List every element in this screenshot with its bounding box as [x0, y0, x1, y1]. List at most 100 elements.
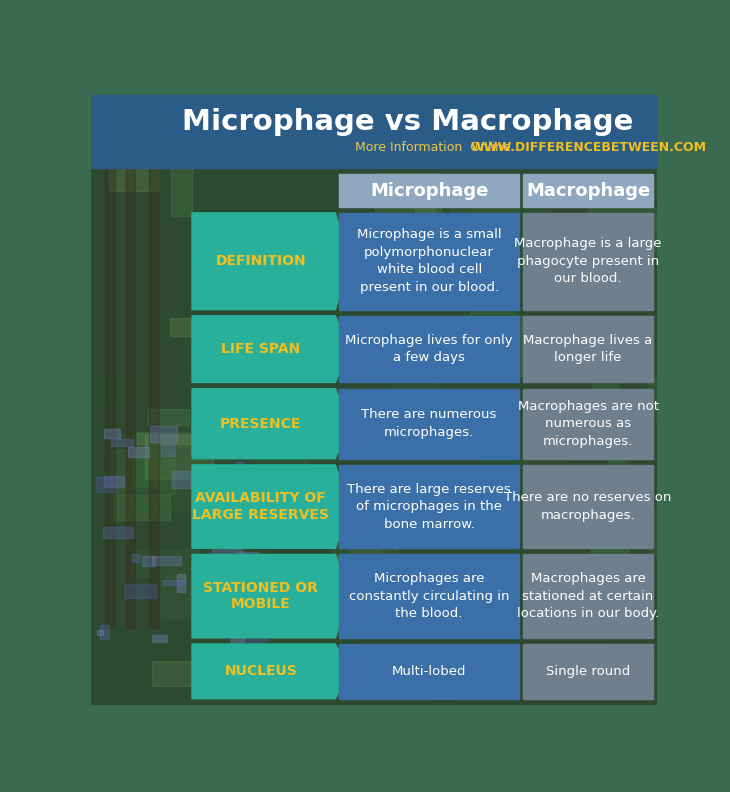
- Bar: [648, 376, 730, 421]
- Bar: [105, 166, 115, 628]
- Bar: [231, 638, 244, 656]
- Bar: [213, 314, 236, 325]
- Bar: [332, 513, 379, 569]
- Bar: [593, 657, 653, 688]
- Bar: [104, 429, 120, 439]
- Bar: [182, 327, 251, 370]
- Bar: [320, 645, 355, 665]
- Bar: [339, 213, 519, 310]
- Bar: [577, 395, 650, 444]
- Bar: [128, 447, 149, 457]
- Bar: [150, 425, 177, 442]
- Bar: [482, 454, 570, 469]
- Bar: [376, 335, 429, 353]
- Bar: [170, 318, 228, 337]
- Bar: [612, 641, 643, 651]
- Bar: [153, 635, 167, 642]
- Bar: [339, 465, 519, 548]
- Bar: [147, 409, 189, 425]
- Bar: [256, 432, 307, 482]
- Bar: [237, 552, 258, 570]
- Bar: [339, 554, 519, 638]
- Bar: [97, 630, 104, 635]
- Bar: [359, 570, 408, 600]
- Bar: [472, 196, 548, 246]
- Bar: [598, 491, 622, 511]
- Bar: [242, 633, 267, 646]
- Text: Macrophage is a large
phagocyte present in
our blood.: Macrophage is a large phagocyte present …: [514, 238, 662, 285]
- Bar: [541, 527, 591, 539]
- Bar: [523, 554, 653, 638]
- Bar: [100, 625, 109, 639]
- Bar: [523, 213, 653, 310]
- Bar: [257, 650, 288, 696]
- Bar: [523, 389, 653, 459]
- Bar: [415, 83, 437, 107]
- Bar: [159, 474, 247, 499]
- Text: Microphages are
constantly circulating in
the blood.: Microphages are constantly circulating i…: [349, 572, 510, 620]
- Bar: [209, 651, 221, 656]
- Polygon shape: [192, 465, 350, 548]
- Bar: [218, 490, 228, 508]
- Bar: [97, 128, 120, 153]
- Bar: [375, 173, 441, 218]
- Bar: [514, 316, 575, 375]
- Bar: [113, 495, 170, 520]
- Bar: [464, 331, 486, 358]
- Text: STATIONED OR
MOBILE: STATIONED OR MOBILE: [204, 581, 318, 611]
- Bar: [212, 546, 242, 555]
- Bar: [609, 421, 626, 479]
- Bar: [197, 600, 213, 611]
- Bar: [640, 180, 672, 197]
- Bar: [131, 554, 139, 562]
- Bar: [161, 444, 174, 456]
- Bar: [271, 543, 329, 601]
- Text: There are numerous
microphages.: There are numerous microphages.: [361, 409, 497, 439]
- Bar: [259, 408, 294, 449]
- Bar: [523, 465, 653, 548]
- Bar: [591, 544, 628, 590]
- Text: Macrophage: Macrophage: [526, 181, 650, 200]
- Bar: [111, 439, 133, 446]
- Bar: [133, 432, 158, 486]
- Bar: [131, 501, 212, 510]
- Text: WWW.DIFFERENCEBETWEEN.COM: WWW.DIFFERENCEBETWEEN.COM: [471, 141, 707, 154]
- Bar: [158, 577, 232, 618]
- Text: PRESENCE: PRESENCE: [220, 417, 301, 431]
- Bar: [171, 154, 192, 215]
- Bar: [451, 178, 519, 216]
- Bar: [125, 584, 155, 598]
- Bar: [204, 484, 220, 492]
- Bar: [177, 573, 185, 592]
- Bar: [225, 503, 243, 549]
- Bar: [523, 316, 653, 383]
- Bar: [261, 490, 280, 531]
- Bar: [153, 661, 217, 686]
- Bar: [163, 580, 184, 584]
- Bar: [588, 208, 657, 253]
- Bar: [216, 245, 294, 271]
- Bar: [218, 423, 248, 436]
- Bar: [231, 511, 262, 524]
- Bar: [293, 229, 310, 242]
- Bar: [464, 563, 485, 606]
- Bar: [142, 556, 155, 566]
- Bar: [339, 644, 519, 699]
- Text: Microphage: Microphage: [370, 181, 488, 200]
- Bar: [523, 174, 653, 207]
- Bar: [405, 369, 439, 382]
- Bar: [233, 326, 304, 370]
- Bar: [400, 71, 445, 131]
- Polygon shape: [192, 554, 350, 638]
- Text: Microphage is a small
polymorphonuclear
white blood cell
present in our blood.: Microphage is a small polymorphonuclear …: [357, 228, 502, 294]
- Bar: [383, 257, 433, 304]
- Bar: [228, 235, 291, 288]
- Bar: [545, 389, 637, 418]
- Bar: [236, 462, 243, 466]
- Bar: [150, 166, 158, 628]
- Bar: [110, 450, 174, 494]
- Polygon shape: [192, 316, 350, 383]
- Polygon shape: [192, 644, 350, 699]
- Bar: [210, 355, 279, 375]
- Text: Macrophages are
stationed at certain
locations in our body.: Macrophages are stationed at certain loc…: [517, 572, 659, 620]
